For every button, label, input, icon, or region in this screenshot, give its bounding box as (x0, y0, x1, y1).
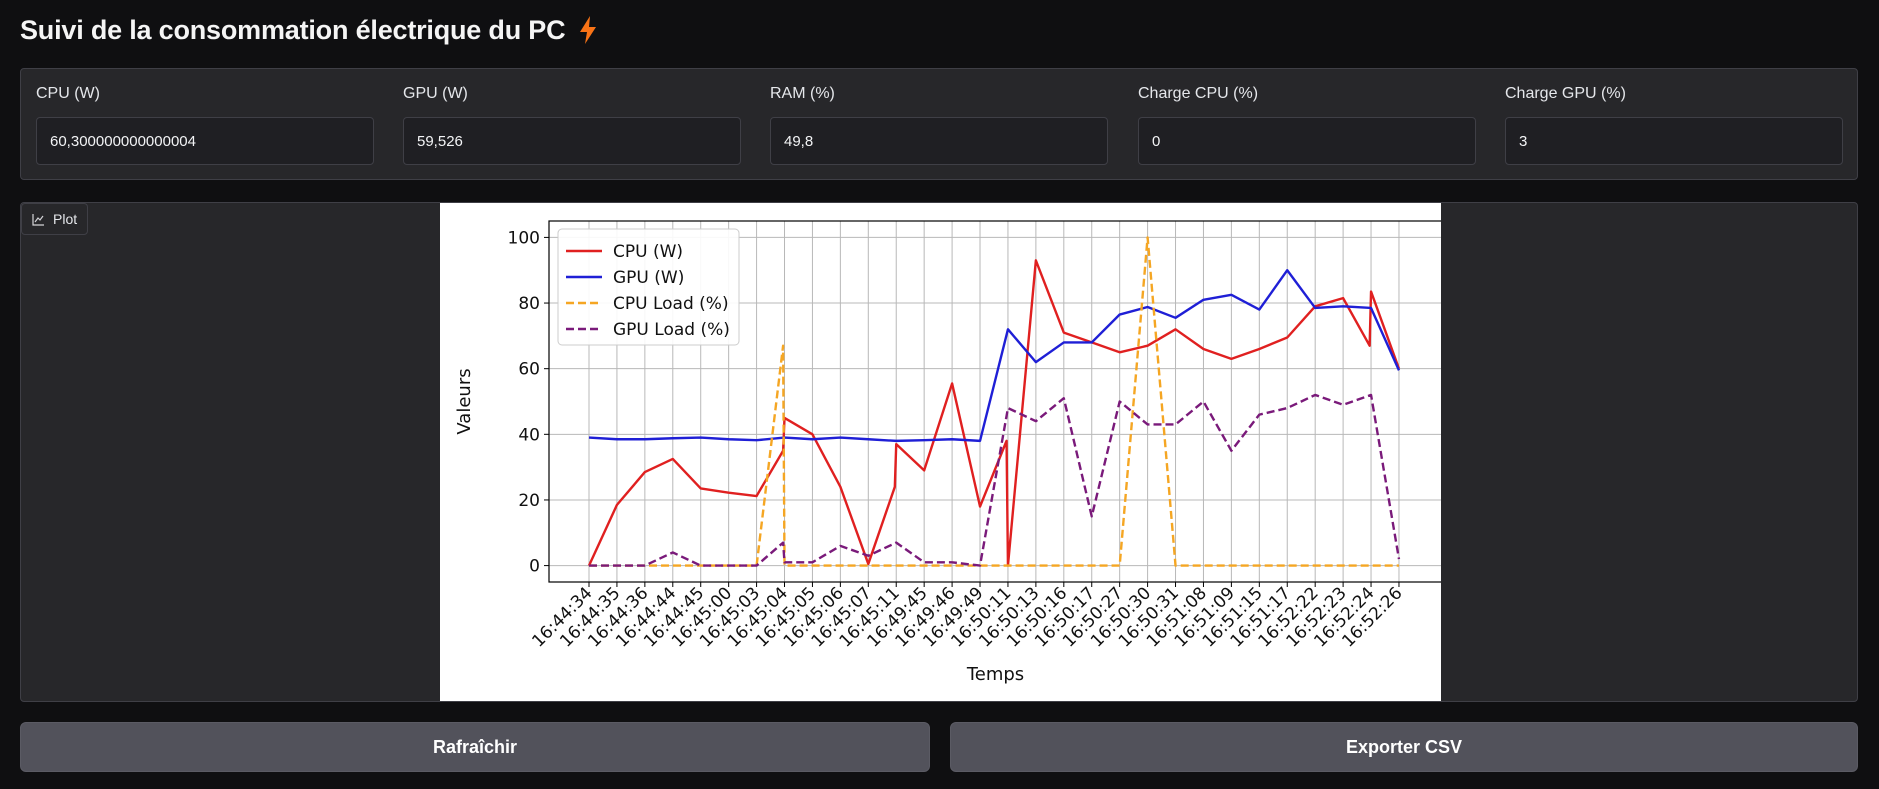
gpu-watts-label: GPU (W) (403, 85, 468, 102)
y-axis-label: Valeurs (454, 368, 475, 434)
cpu-watts-field: CPU (W) 60,300000000000004 (36, 83, 374, 165)
legend-label-0: CPU (W) (613, 242, 683, 262)
series-line-1 (588, 269, 1401, 443)
gpu-load-field: Charge GPU (%) 3 (1505, 83, 1843, 165)
legend-box (557, 228, 740, 346)
y-tick-label: 20 (518, 491, 540, 511)
lightning-icon (580, 16, 597, 44)
plot-frame (548, 220, 1441, 583)
export-csv-button[interactable]: Exporter CSV (950, 722, 1858, 772)
cpu-watts-label: CPU (W) (36, 85, 100, 102)
y-tick-label: 80 (518, 294, 540, 314)
ram-percent-field: RAM (%) 49,8 (770, 83, 1108, 165)
y-tick-label: 100 (508, 228, 540, 248)
power-chart: 02040608010016:44:3416:44:3516:44:3616:4… (454, 220, 1441, 685)
page-title: Suivi de la consommation électrique du P… (20, 14, 566, 45)
series-line-0 (587, 259, 1401, 567)
refresh-button[interactable]: Rafraîchir (20, 722, 930, 772)
cpu-load-input[interactable]: 0 (1138, 117, 1476, 165)
chart-container: 0 20 40 60 80 100 16:44:34 16:44:35 16:44:36 16:4… (440, 203, 1441, 701)
cpu-watts-input[interactable]: 60,300000000000004 (36, 117, 374, 165)
series-line-3 (589, 393, 1401, 567)
y-tick-label: 60 (518, 360, 540, 380)
gpu-watts-input[interactable]: 59,526 (403, 117, 741, 165)
gpu-watts-field: GPU (W) 59,526 (403, 83, 741, 165)
metrics-panel: CPU (W) 60,300000000000004 GPU (W) 59,52… (20, 68, 1858, 180)
chart-icon (32, 213, 44, 226)
gpu-load-input[interactable]: 3 (1505, 117, 1843, 165)
cpu-load-field: Charge CPU (%) 0 (1138, 83, 1476, 165)
legend-label-1: GPU (W) (613, 268, 684, 288)
y-tick-label: 40 (518, 425, 540, 445)
plot-panel: Plot 0 20 40 60 80 100 16:44:34 16:44:35 16:44:3… (20, 202, 1858, 702)
plot-tab-label: Plot (53, 211, 78, 227)
y-tick-label: 0 (529, 557, 540, 577)
ram-percent-label: RAM (%) (770, 85, 835, 102)
x-axis-label: Temps (966, 664, 1024, 685)
ram-percent-input[interactable]: 49,8 (770, 117, 1108, 165)
gpu-load-label: Charge GPU (%) (1505, 85, 1626, 102)
page-header: Suivi de la consommation électrique du P… (20, 12, 599, 48)
plot-tab: Plot (21, 203, 89, 235)
cpu-load-label: Charge CPU (%) (1138, 85, 1259, 102)
legend-label-3: GPU Load (%) (613, 320, 730, 340)
legend-label-2: CPU Load (%) (613, 294, 729, 314)
